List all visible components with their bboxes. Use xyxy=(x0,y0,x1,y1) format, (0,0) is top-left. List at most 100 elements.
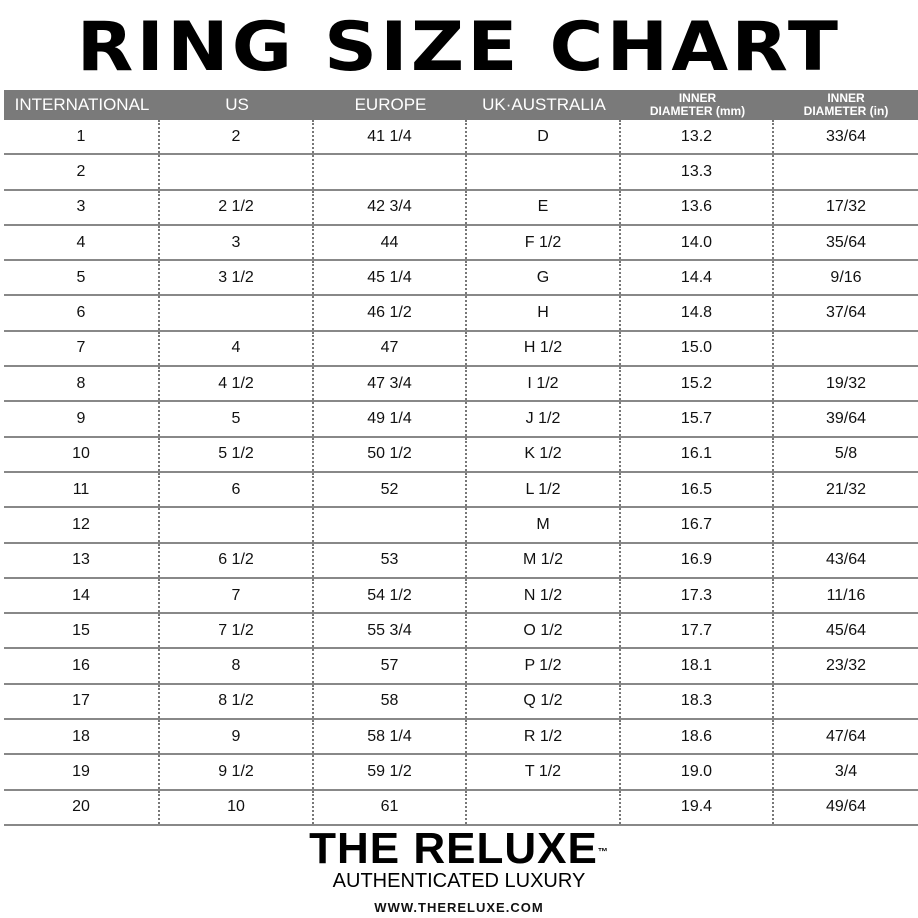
cell-diameter-mm: 13.2 xyxy=(621,120,774,154)
cell-us: 2 1/2 xyxy=(160,190,314,224)
cell-diameter-in: 39/64 xyxy=(825,410,867,428)
header-line: DIAMETER (mm) xyxy=(649,104,746,118)
cell-diameter-mm: 17.7 xyxy=(621,614,774,648)
cell-uk-australia: P 1/2 xyxy=(467,649,621,683)
cell-diameter-mm: 14.8 xyxy=(621,296,774,330)
cell-uk-australia xyxy=(467,790,621,824)
cell-diameter-mm: 15.0 xyxy=(621,331,774,366)
table-row: 10 5 1/2 50 1/2 K 1/2 16.1 5/8 xyxy=(4,437,918,473)
header-line: INNER xyxy=(678,91,717,105)
cell-international: 20 xyxy=(4,790,160,824)
cell-europe: 54 1/2 xyxy=(314,578,467,613)
cell-uk-australia: R 1/2 xyxy=(467,720,621,754)
cell-international: 9 xyxy=(4,402,160,436)
cell-diameter-in: 37/64 xyxy=(825,304,867,322)
cell-diameter-mm: 16.5 xyxy=(621,472,774,507)
header-inner-diameter-in: INNER DIAMETER (in) xyxy=(774,90,918,120)
cell-us: 7 xyxy=(160,578,314,613)
cell-international: 3 xyxy=(4,190,160,224)
cell-europe xyxy=(314,155,467,189)
table-row: 20 10 61 19.4 49/64 xyxy=(4,790,918,826)
cell-international: 18 xyxy=(4,720,160,754)
cell-europe xyxy=(314,508,467,542)
cell-diameter-in: 23/32 xyxy=(825,657,867,675)
cell-diameter-in: 47/64 xyxy=(825,727,867,745)
cell-diameter-in: 43/64 xyxy=(825,551,867,569)
cell-europe: 59 1/2 xyxy=(314,755,467,789)
website-link[interactable]: WWW.THERELUXE.COM xyxy=(374,900,544,915)
cell-us: 5 xyxy=(160,402,314,436)
cell-international: 19 xyxy=(4,755,160,789)
cell-diameter-mm: 14.0 xyxy=(621,225,774,260)
cell-uk-australia: F 1/2 xyxy=(467,225,621,260)
cell-diameter-mm: 16.7 xyxy=(621,508,774,542)
cell-diameter-mm: 19.4 xyxy=(621,790,774,824)
cell-diameter-in xyxy=(774,508,918,541)
cell-diameter-mm: 19.0 xyxy=(621,755,774,789)
cell-europe: 45 1/4 xyxy=(314,261,467,295)
brand-logo: THE RELUXE™ AUTHENTICATED LUXURY WWW.THE… xyxy=(0,824,918,916)
cell-international: 11 xyxy=(4,472,160,507)
cell-uk-australia: D xyxy=(467,120,621,154)
brand-tagline: AUTHENTICATED LUXURY xyxy=(332,870,586,892)
table-row: 1 2 41 1/4 D 13.2 33/64 xyxy=(4,120,918,156)
cell-international: 14 xyxy=(4,578,160,613)
cell-europe: 47 3/4 xyxy=(314,367,467,401)
table-row: 4 3 44 F 1/2 14.0 35/64 xyxy=(4,225,918,262)
cell-us: 4 1/2 xyxy=(160,367,314,401)
cell-diameter-mm: 16.1 xyxy=(621,437,774,471)
cell-us: 2 xyxy=(160,120,314,154)
cell-us xyxy=(160,296,314,330)
cell-uk-australia: Q 1/2 xyxy=(467,684,621,719)
page-title: RING SIZE CHART xyxy=(76,8,842,87)
cell-diameter-in xyxy=(774,332,918,365)
table-body: 1 2 41 1/4 D 13.2 33/64 2 13.3 3 2 1/2 42 3/4 E 13.6… xyxy=(4,120,918,826)
cell-uk-australia: H xyxy=(467,296,621,330)
cell-diameter-in: 19/32 xyxy=(825,374,867,392)
cell-uk-australia: J 1/2 xyxy=(467,402,621,436)
table-row: 16 8 57 P 1/2 18.1 23/32 xyxy=(4,649,918,685)
table-row: 12 M 16.7 xyxy=(4,508,918,544)
header-us: US xyxy=(225,95,249,114)
table-row: 19 9 1/2 59 1/2 T 1/2 19.0 3/4 xyxy=(4,755,918,791)
cell-europe: 58 1/4 xyxy=(314,720,467,754)
cell-international: 4 xyxy=(4,225,160,260)
cell-us: 10 xyxy=(160,790,314,824)
cell-diameter-in: 33/64 xyxy=(825,127,867,145)
cell-us: 7 1/2 xyxy=(160,614,314,648)
cell-europe: 50 1/2 xyxy=(314,437,467,471)
cell-europe: 47 xyxy=(314,331,467,366)
header-uk-australia: UK·AUSTRALIA xyxy=(482,95,606,114)
cell-diameter-in: 17/32 xyxy=(825,198,867,216)
table-row: 15 7 1/2 55 3/4 O 1/2 17.7 45/64 xyxy=(4,614,918,650)
cell-europe: 61 xyxy=(314,790,467,824)
cell-us: 6 xyxy=(160,472,314,507)
trademark: ™ xyxy=(597,847,609,858)
cell-international: 17 xyxy=(4,684,160,719)
table-row: 17 8 1/2 58 Q 1/2 18.3 xyxy=(4,684,918,721)
cell-diameter-in: 49/64 xyxy=(825,798,867,816)
brand-name: THE RELUXE xyxy=(309,824,598,873)
cell-diameter-in xyxy=(774,155,918,188)
cell-diameter-mm: 17.3 xyxy=(621,578,774,613)
cell-diameter-mm: 18.6 xyxy=(621,720,774,754)
cell-international: 2 xyxy=(4,155,160,189)
table-row: 11 6 52 L 1/2 16.5 21/32 xyxy=(4,472,918,509)
cell-diameter-in: 9/16 xyxy=(830,268,862,286)
cell-diameter-in: 35/64 xyxy=(825,233,867,251)
cell-us: 3 1/2 xyxy=(160,261,314,295)
cell-uk-australia: H 1/2 xyxy=(467,331,621,366)
cell-us: 3 xyxy=(160,225,314,260)
table-row: 7 4 47 H 1/2 15.0 xyxy=(4,331,918,368)
cell-europe: 52 xyxy=(314,472,467,507)
cell-international: 7 xyxy=(4,331,160,366)
table-header: INTERNATIONAL US EUROPE UK·AUSTRALIA INN… xyxy=(4,90,918,120)
cell-uk-australia: K 1/2 xyxy=(467,437,621,471)
cell-us: 9 1/2 xyxy=(160,755,314,789)
cell-uk-australia xyxy=(467,155,621,189)
cell-us: 5 1/2 xyxy=(160,437,314,471)
cell-diameter-mm: 14.4 xyxy=(621,261,774,295)
cell-europe: 46 1/2 xyxy=(314,296,467,330)
